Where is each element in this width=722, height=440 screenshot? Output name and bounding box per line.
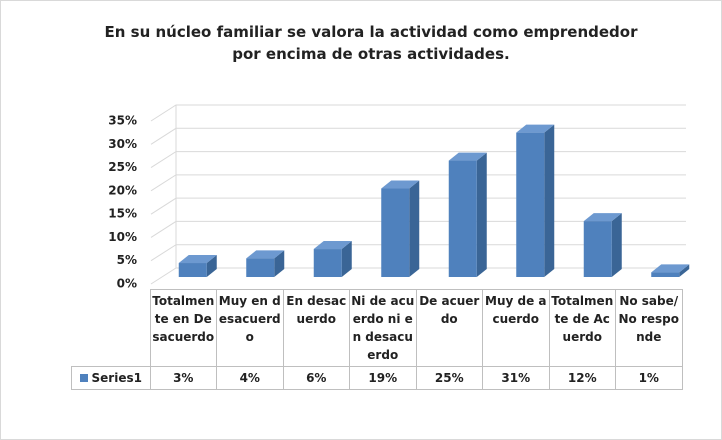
bar-top [246, 250, 285, 259]
bar-side [206, 255, 217, 277]
bar [178, 263, 207, 277]
y-tick-label: 5% [117, 253, 137, 267]
bar-top [448, 152, 487, 161]
bar [583, 221, 612, 277]
bar-top [516, 124, 555, 133]
legend-swatch [79, 374, 88, 382]
data-table: Totalmente en Desacuerdo Muy en desacuerd… [71, 289, 683, 390]
bar [516, 132, 545, 277]
y-tick-label: 10% [108, 230, 137, 244]
y-tick-label: 30% [108, 137, 137, 151]
bar-top [651, 264, 690, 273]
x-tick-label: Muy en desacuerdo [216, 289, 284, 367]
value-label: 19% [349, 366, 417, 390]
y-tick-label: 0% [117, 277, 137, 291]
y-tick-label: 20% [108, 183, 137, 197]
x-tick-label: Ni de acuerdo ni en desacuerdo [349, 289, 417, 367]
bar-side [611, 213, 622, 277]
x-tick-label: En desacuerdo [282, 289, 350, 367]
bar-top [313, 241, 352, 250]
value-label: 12% [548, 366, 616, 390]
x-tick-label: De acuerdo [415, 289, 483, 367]
value-label: 3% [149, 366, 217, 390]
grid-line [150, 104, 686, 122]
value-label: 31% [482, 366, 550, 390]
bar [448, 160, 477, 277]
legend-label: Series1 [91, 371, 142, 385]
y-tick-label: 15% [108, 207, 137, 221]
bar-top [178, 255, 217, 264]
bar-side [409, 180, 420, 277]
value-label: 1% [615, 366, 683, 390]
legend-cell: Series1 [71, 366, 151, 390]
value-label: 25% [415, 366, 483, 390]
bar-side [476, 152, 487, 277]
bar [381, 188, 410, 277]
x-tick-label: Muy de acuerdo [482, 289, 550, 367]
y-tick-label: 25% [108, 160, 137, 174]
grid-line [150, 151, 686, 168]
value-label: 6% [282, 366, 350, 390]
bar [246, 258, 275, 277]
bar-side [544, 124, 555, 277]
bar-side [274, 250, 285, 277]
x-tick-label: Totalmente en Desacuerdo [149, 289, 217, 367]
value-label: 4% [216, 366, 284, 390]
y-tick-label: 35% [108, 114, 137, 128]
bar-side [341, 241, 352, 277]
chart-title: En su núcleo familiar se valora la activ… [104, 23, 638, 63]
bar [651, 272, 680, 277]
bar-top [583, 213, 622, 222]
x-tick-label: Totalmente de Acuerdo [548, 289, 616, 367]
bar [313, 249, 342, 277]
bar-side [679, 264, 690, 277]
x-tick-label: No sabe/ No responde [615, 289, 683, 367]
bar-top [381, 180, 420, 189]
grid-line [150, 127, 686, 145]
